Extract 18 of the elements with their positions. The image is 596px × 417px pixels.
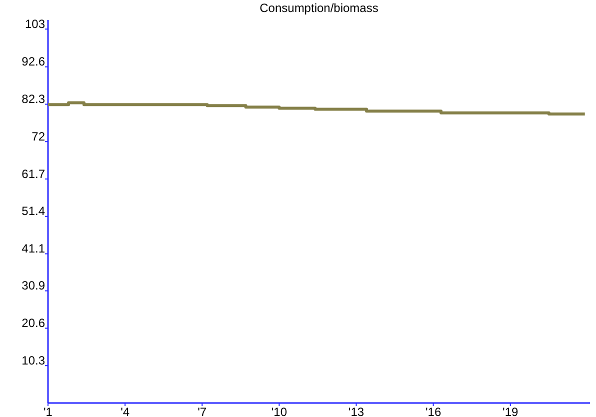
y-tick-label: 82.3 [22, 92, 46, 106]
x-tick-label: '13 [348, 405, 364, 417]
chart-title: Consumption/biomass [260, 1, 378, 15]
y-tick-label: 103 [24, 16, 46, 31]
y-tick-label: 10.3 [22, 353, 46, 368]
x-tick-label: '7 [198, 405, 207, 417]
x-tick-label: '4 [120, 405, 130, 417]
y-tick-label: 61.7 [22, 166, 46, 181]
y-tick-label: 20.6 [22, 316, 46, 330]
y-tick-label: 72 [32, 129, 46, 144]
x-tick-label: '16 [425, 405, 442, 417]
x-tick-label: '1 [44, 405, 53, 417]
y-tick-label: 51.4 [22, 204, 46, 218]
y-tick-label: 92.6 [22, 54, 46, 69]
x-tick-label: '19 [502, 405, 519, 417]
y-tick-label: 41.1 [22, 242, 46, 256]
y-tick-label: 30.9 [22, 278, 46, 293]
x-tick-label: '10 [271, 405, 288, 417]
